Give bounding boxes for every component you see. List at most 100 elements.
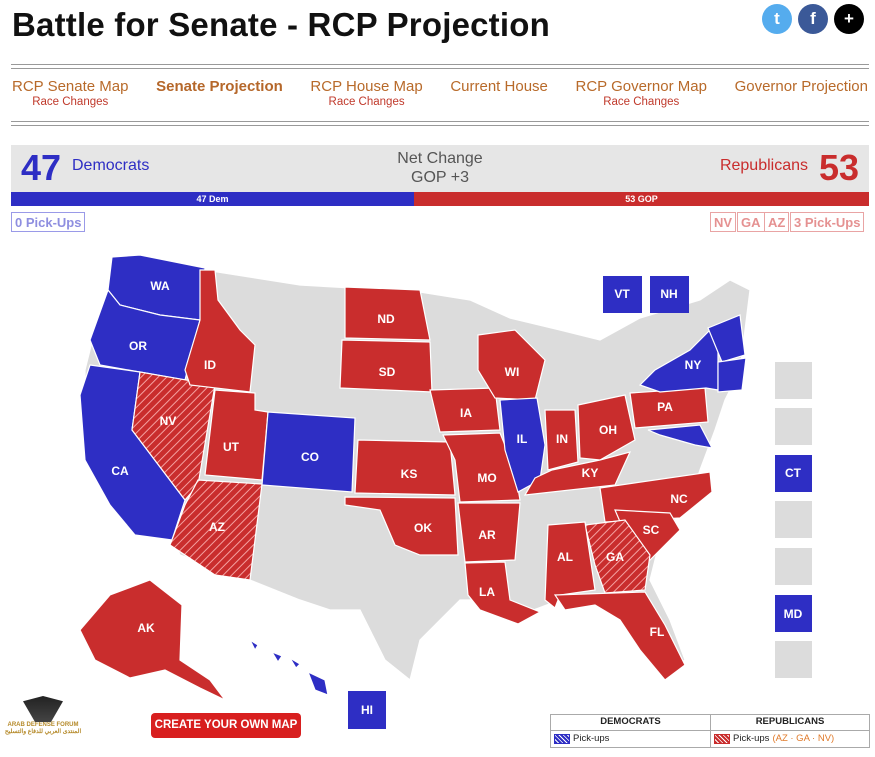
box-empty[interactable] [775, 362, 812, 399]
legend-rep-states: (AZ · GA · NV) [772, 732, 835, 744]
legend-rep-header: REPUBLICANS [710, 715, 869, 731]
box-md[interactable] [775, 595, 812, 632]
state-label: AR [478, 528, 496, 542]
box-label: CT [785, 466, 802, 480]
state-vt-nh[interactable] [707, 314, 746, 363]
nav-sub-label[interactable]: Race Changes [603, 96, 680, 108]
rep-hatch-swatch [714, 733, 730, 744]
state-ga[interactable] [584, 519, 651, 594]
state-label: WA [150, 279, 170, 293]
state-label: NC [670, 492, 688, 506]
state-ok[interactable] [344, 496, 459, 556]
create-your-own-map-button[interactable]: CREATE YOUR OWN MAP [151, 713, 301, 738]
state-md[interactable] [647, 424, 714, 449]
nav-label: RCP Governor Map [575, 78, 707, 95]
state-label: OR [129, 339, 147, 353]
legend-dem-item: Pick-ups [551, 731, 710, 748]
state-ky[interactable] [523, 451, 632, 496]
net-change: Net Change GOP +3 [11, 149, 869, 187]
box-label: VT [614, 287, 630, 301]
box-empty[interactable] [775, 641, 812, 678]
box-hi[interactable] [348, 691, 386, 729]
legend-rep-item: Pick-ups (AZ · GA · NV) [710, 730, 869, 747]
more-share-icon[interactable]: + [834, 4, 864, 34]
nav-sub-label[interactable]: Race Changes [328, 96, 405, 108]
nav-item-senate-projection[interactable]: Senate Projection [156, 78, 283, 109]
state-oh[interactable] [577, 394, 636, 461]
state-label: SC [643, 523, 660, 537]
state-label: IL [517, 432, 528, 446]
legend-dem-label: Pick-ups [573, 732, 610, 744]
state-la[interactable] [464, 561, 542, 625]
facebook-icon[interactable]: f [798, 4, 828, 34]
state-ma-ct-ri[interactable] [717, 357, 747, 393]
nav-item-current-house[interactable]: Current House [450, 78, 548, 109]
nav-label: Governor Projection [734, 78, 868, 95]
state-label: KY [582, 466, 599, 480]
pickup-state-nv[interactable]: NV [710, 212, 737, 232]
nav-tabs: RCP Senate Map Race Changes Senate Projec… [12, 78, 868, 109]
state-labels: WA OR CA NV ID UT AZ CO ND SD KS OK AR L… [111, 279, 701, 639]
legend-rep-label: Pick-ups [733, 732, 770, 744]
state-label: NV [160, 414, 177, 428]
box-vt[interactable] [603, 276, 642, 313]
seat-bar-dem: 47 Dem [11, 192, 414, 206]
eagle-logo-icon [23, 696, 63, 722]
state-label: FL [650, 625, 665, 639]
state-nd[interactable] [344, 286, 431, 341]
box-nh[interactable] [650, 276, 689, 313]
box-empty[interactable] [775, 548, 812, 585]
divider [11, 121, 869, 122]
nav-item-rcp-senate-map[interactable]: RCP Senate Map Race Changes [12, 78, 128, 109]
dem-label: Democrats [72, 157, 150, 174]
state-label: CO [301, 450, 319, 464]
box-empty[interactable] [775, 408, 812, 445]
state-label: ND [377, 312, 395, 326]
state-ak[interactable] [79, 579, 226, 701]
pickup-state-az[interactable]: AZ [764, 212, 790, 232]
box-label: NH [660, 287, 677, 301]
nav-sub-label[interactable]: Race Changes [32, 96, 109, 108]
state-label: MO [477, 471, 496, 485]
state-co[interactable] [261, 411, 356, 493]
box-empty[interactable] [775, 501, 812, 538]
state-hi-small[interactable] [248, 638, 301, 669]
social-buttons: t f + [762, 4, 864, 34]
nav-item-governor-projection[interactable]: Governor Projection [735, 78, 868, 109]
nav-item-rcp-governor-map[interactable]: RCP Governor Map Race Changes [576, 78, 707, 109]
box-label: MD [784, 607, 803, 621]
box-ct[interactable] [775, 455, 812, 492]
dem-seat-count: 47 [21, 147, 62, 188]
state-label: GA [606, 550, 624, 564]
state-ia[interactable] [429, 387, 501, 433]
rep-seat-count: 53 [818, 147, 859, 188]
state-label: WI [505, 365, 520, 379]
nav-label: Senate Projection [156, 78, 283, 95]
state-id[interactable] [184, 269, 256, 393]
state-hi[interactable] [306, 670, 329, 696]
seat-bar: 47 Dem 53 GOP [11, 192, 869, 206]
state-ar[interactable] [457, 502, 521, 563]
small-state-boxes: VT NH CT MD HI [348, 276, 812, 729]
seat-tally: 47 Democrats Net Change GOP +3 Republica… [11, 145, 869, 192]
nav-label: RCP Senate Map [12, 78, 129, 95]
state-label: UT [223, 440, 240, 454]
state-label: ID [204, 358, 216, 372]
watermark-line2: المنتدى العربي للدفاع والتسليح [4, 729, 82, 735]
state-label: PA [657, 400, 673, 414]
state-mo[interactable] [442, 432, 521, 503]
nav-label: RCP House Map [310, 78, 423, 95]
state-fl[interactable] [553, 591, 686, 681]
map-legend: DEMOCRATS REPUBLICANS Pick-ups Pick-ups(… [550, 714, 870, 748]
state-ks[interactable] [354, 439, 456, 496]
divider [11, 64, 869, 65]
nav-item-rcp-house-map[interactable]: RCP House Map Race Changes [310, 78, 422, 109]
page-title: Battle for Senate - RCP Projection [12, 6, 550, 43]
twitter-icon[interactable]: t [762, 4, 792, 34]
divider [11, 68, 869, 69]
state-label: SD [379, 365, 396, 379]
state-nc[interactable] [599, 471, 713, 523]
state-label: KS [401, 467, 418, 481]
state-in[interactable] [544, 409, 579, 471]
